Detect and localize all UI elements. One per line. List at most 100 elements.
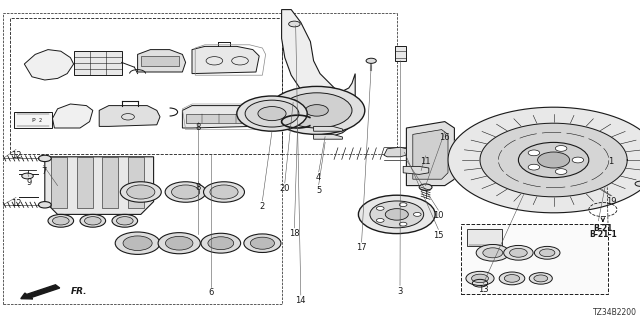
Text: TZ34B2200: TZ34B2200: [593, 308, 637, 317]
Text: 1: 1: [609, 157, 614, 166]
Text: 5: 5: [316, 186, 321, 195]
Circle shape: [165, 182, 206, 202]
Circle shape: [208, 237, 234, 250]
Circle shape: [509, 248, 527, 257]
Text: 20: 20: [280, 184, 290, 193]
Text: 11: 11: [420, 157, 431, 166]
Circle shape: [210, 185, 238, 199]
FancyArrow shape: [21, 285, 60, 299]
Text: 7: 7: [41, 167, 46, 176]
Bar: [128, 157, 144, 208]
Circle shape: [201, 233, 241, 253]
Circle shape: [112, 214, 138, 227]
Circle shape: [483, 248, 503, 258]
Text: 17: 17: [356, 244, 367, 252]
Circle shape: [419, 184, 432, 190]
Polygon shape: [413, 130, 448, 179]
Circle shape: [376, 219, 384, 222]
Polygon shape: [384, 147, 406, 157]
Circle shape: [84, 217, 101, 225]
Polygon shape: [138, 50, 186, 72]
Polygon shape: [52, 104, 93, 128]
Circle shape: [499, 272, 525, 285]
Circle shape: [305, 105, 328, 116]
Bar: [77, 157, 93, 208]
Text: 13: 13: [478, 285, 488, 294]
Circle shape: [556, 169, 567, 174]
Text: 4: 4: [316, 173, 321, 182]
Circle shape: [466, 271, 494, 285]
Circle shape: [376, 206, 384, 210]
Circle shape: [399, 203, 407, 207]
Text: 15: 15: [433, 231, 444, 240]
Circle shape: [80, 214, 106, 227]
Bar: [14, 112, 52, 128]
Circle shape: [237, 96, 307, 131]
Text: 2: 2: [38, 118, 41, 124]
Circle shape: [22, 173, 33, 179]
Circle shape: [635, 181, 640, 186]
Polygon shape: [406, 122, 454, 186]
Circle shape: [269, 86, 365, 134]
Text: 12: 12: [11, 151, 21, 160]
Circle shape: [413, 212, 421, 216]
Circle shape: [504, 275, 520, 282]
Bar: [51, 157, 67, 208]
Polygon shape: [192, 46, 259, 74]
Text: 12: 12: [11, 199, 21, 208]
Circle shape: [250, 237, 275, 249]
Circle shape: [127, 185, 155, 199]
Text: B-21-1: B-21-1: [589, 230, 617, 239]
Bar: [74, 51, 122, 75]
Bar: [102, 157, 118, 208]
Circle shape: [538, 152, 570, 168]
Circle shape: [120, 182, 161, 202]
Circle shape: [116, 217, 133, 225]
Circle shape: [288, 100, 298, 105]
Text: 14: 14: [296, 296, 306, 305]
Circle shape: [38, 202, 51, 208]
Circle shape: [258, 107, 286, 121]
Text: 8: 8: [196, 183, 201, 192]
Text: FR.: FR.: [70, 287, 87, 296]
Circle shape: [370, 201, 424, 228]
Circle shape: [123, 236, 152, 251]
Circle shape: [472, 274, 488, 283]
Circle shape: [540, 249, 555, 257]
Polygon shape: [480, 123, 627, 197]
Text: 9: 9: [26, 178, 31, 187]
Bar: [395, 46, 406, 61]
Circle shape: [572, 157, 584, 163]
Text: 6: 6: [209, 288, 214, 297]
Text: 16: 16: [440, 133, 450, 142]
Circle shape: [115, 232, 160, 254]
Circle shape: [529, 273, 552, 284]
Polygon shape: [24, 50, 74, 80]
Text: 2: 2: [260, 202, 265, 211]
Polygon shape: [182, 106, 256, 128]
Circle shape: [534, 246, 560, 259]
Polygon shape: [314, 134, 342, 139]
Polygon shape: [141, 56, 179, 66]
Circle shape: [289, 21, 300, 27]
Circle shape: [399, 222, 407, 226]
Polygon shape: [448, 107, 640, 213]
Bar: [461, 224, 608, 294]
Circle shape: [48, 214, 74, 227]
Circle shape: [166, 236, 193, 250]
Text: B-21: B-21: [593, 224, 612, 233]
Polygon shape: [282, 10, 355, 136]
Polygon shape: [403, 166, 429, 174]
Bar: [186, 114, 253, 123]
Polygon shape: [314, 126, 342, 131]
Circle shape: [385, 209, 408, 220]
Circle shape: [204, 182, 244, 202]
Text: 8: 8: [196, 124, 201, 132]
Polygon shape: [45, 157, 154, 214]
Text: 18: 18: [289, 229, 300, 238]
Text: 19: 19: [607, 197, 617, 206]
Circle shape: [504, 245, 533, 260]
Circle shape: [528, 164, 540, 170]
Circle shape: [244, 234, 281, 252]
Text: 3: 3: [397, 287, 403, 296]
